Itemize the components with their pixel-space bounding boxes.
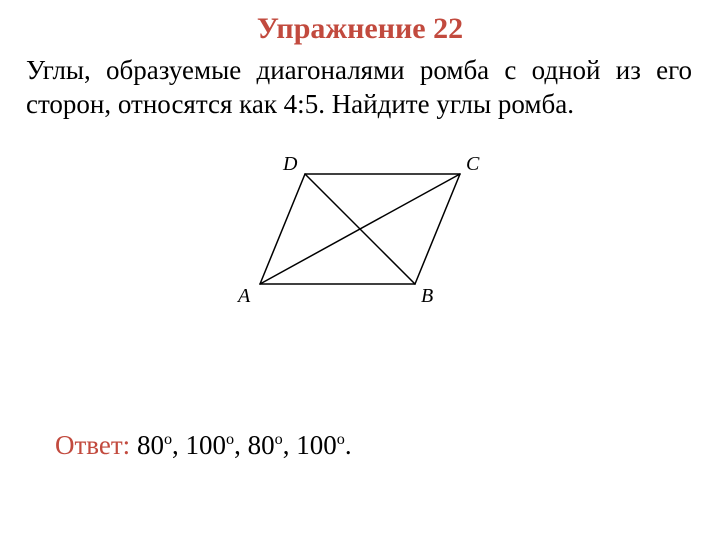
svg-text:B: B: [421, 285, 433, 307]
exercise-title: Упражнение 22: [0, 0, 720, 54]
answer-values: 80o, 100o, 80o, 100o.: [137, 430, 352, 460]
problem-statement: Углы, образуемые диагоналями ромба с одн…: [0, 54, 720, 122]
svg-text:C: C: [466, 153, 480, 175]
svg-text:A: A: [236, 285, 251, 307]
answer-line: Ответ: 80o, 100o, 80o, 100o.: [55, 430, 352, 461]
svg-text:D: D: [282, 153, 298, 175]
rhombus-diagram: A B C D: [220, 144, 500, 314]
answer-label: Ответ:: [55, 430, 130, 460]
